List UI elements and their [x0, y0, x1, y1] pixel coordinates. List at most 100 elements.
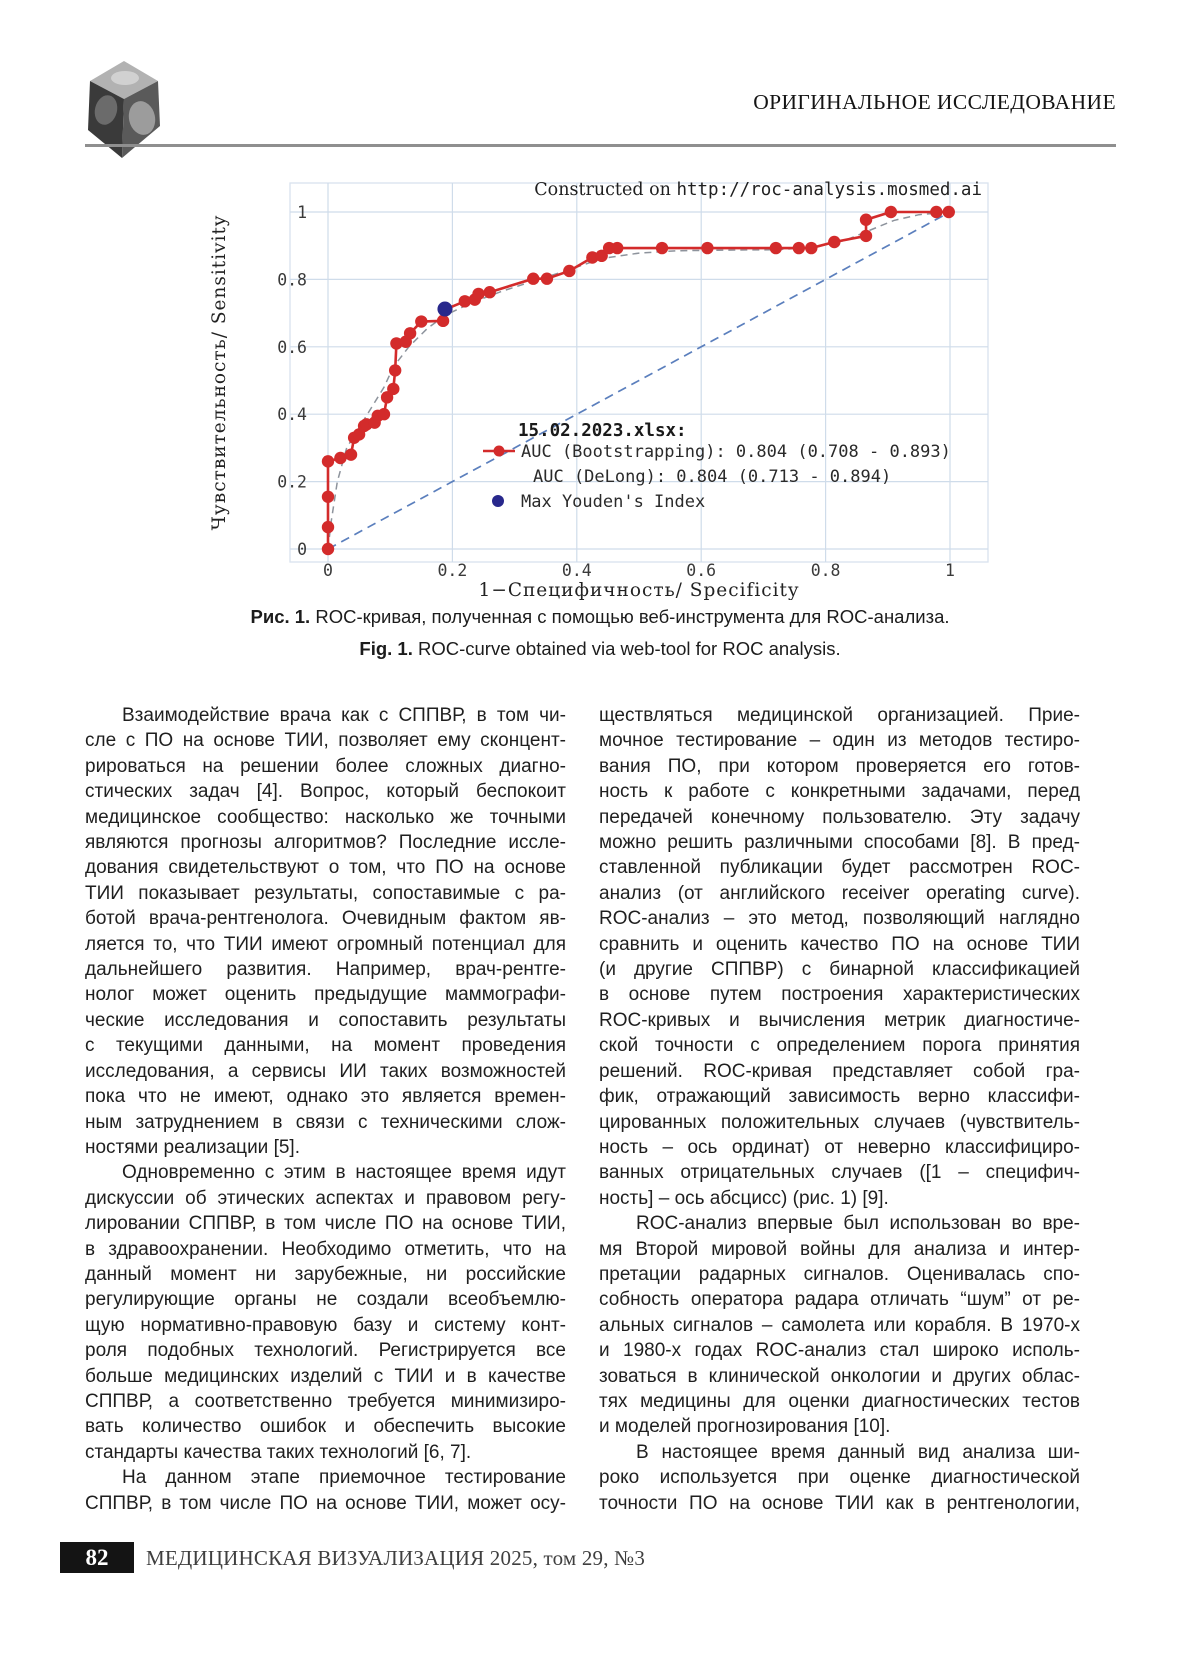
legend-max-youden: Max Youden's Index	[521, 492, 705, 512]
svg-text:0: 0	[323, 561, 333, 580]
text-line: решений. ROC-кривая представляет собой г…	[599, 1060, 1080, 1082]
text-line: В настоящее время данный вид анализа ши-	[636, 1441, 1080, 1463]
text-line: с текущими данными, на момент проведения	[85, 1035, 566, 1057]
text-line: собность оператора радара отличать “шум”…	[599, 1289, 1080, 1311]
svg-text:0.6: 0.6	[686, 561, 716, 580]
text-line: ность] – ось абсцисс) (рис. 1) [9].	[599, 1187, 889, 1209]
text-line: можно решить различными способами [8]. В…	[599, 832, 1080, 854]
journal-logo	[88, 61, 160, 158]
y-axis-label: Чувствительность/ Sensitivity	[209, 215, 230, 531]
text-line: и моделей прогнозирования [10].	[599, 1416, 891, 1438]
text-line: в основе путем построения характеристиче…	[599, 984, 1080, 1006]
text-line: фик, отражающий зависимость верно класси…	[599, 1086, 1080, 1108]
svg-text:0.8: 0.8	[811, 561, 841, 580]
text-line: стических задач [4]. Вопрос, который бес…	[85, 781, 566, 803]
text-line: зоваться в клинической онкологии и други…	[599, 1365, 1080, 1387]
svg-text:0.4: 0.4	[562, 561, 592, 580]
roc-chart-svg: Constructed on http://roc-analysis.mosme…	[209, 180, 989, 601]
svg-text:1: 1	[297, 203, 307, 222]
legend-auc-delong: AUC (DeLong): 0.804 (0.713 - 0.894)	[533, 467, 891, 487]
svg-text:0: 0	[297, 540, 307, 559]
figure-caption-en-label: Fig. 1.	[359, 638, 413, 659]
text-line: СППВР, а соответственно требуется миними…	[85, 1390, 566, 1412]
text-line: вать количество ошибок и обеспечить высо…	[85, 1416, 566, 1438]
svg-text:0.2: 0.2	[277, 473, 307, 492]
figure-caption-en-text: ROC-curve obtained via web-tool for ROC …	[412, 638, 841, 659]
text-line: пока что не имеют, однако это является в…	[85, 1086, 566, 1108]
text-line: сле с ПО на основе ТИИ, позволяет ему ск…	[85, 730, 566, 752]
text-line: Одновременно с этим в настоящее время ид…	[122, 1162, 566, 1184]
svg-text:0.6: 0.6	[277, 338, 307, 357]
text-line: данный момент ни зарубежные, ни российск…	[85, 1263, 566, 1285]
text-line: вания ПО, при котором проверяется его го…	[599, 755, 1080, 777]
text-line: являются прогнозы алгоритмов? Последние …	[85, 832, 566, 854]
text-line: На данном этапе приемочное тестирование	[122, 1467, 566, 1489]
roc-chart-figure: Constructed on http://roc-analysis.mosme…	[195, 168, 1140, 601]
text-line: передачей конечному пользователю. Эту за…	[599, 806, 1080, 828]
text-line: сравнить и оценить качество ПО на основе…	[599, 933, 1080, 955]
text-line: точности ПО на основе ТИИ как в рентгено…	[599, 1492, 1080, 1514]
paragraph: Одновременно с этим в настоящее время ид…	[85, 1160, 566, 1465]
text-line: дования свидетельствуют о том, что ПО на…	[85, 857, 566, 879]
figure-caption-en: Fig. 1. ROC-curve obtained via web-tool …	[85, 638, 1115, 660]
text-line: мочное тестирование – один из методов те…	[599, 730, 1080, 752]
text-line: ностями реализации [5].	[85, 1136, 300, 1158]
figure-caption-ru: Рис. 1. ROC-кривая, полученная с помощью…	[85, 606, 1115, 628]
chart-title: Constructed on http://roc-analysis.mosme…	[534, 180, 982, 200]
paragraph: Взаимодействие врача как с СППВР, в том …	[85, 703, 566, 1160]
x-axis-label: 1−Специфичность/ Specificity	[479, 580, 800, 600]
text-line: регулирующие органы не создали всеобъемл…	[85, 1289, 566, 1311]
text-line: СППВР, в том числе ПО на основе ТИИ, мож…	[85, 1492, 566, 1514]
text-line: Взаимодействие врача как с СППВР, в том …	[122, 705, 566, 726]
svg-text:0.8: 0.8	[277, 270, 307, 289]
text-line: ROC-анализ – это метод, позволяющий нагл…	[599, 908, 1080, 930]
text-line: мя Второй мировой войны для анализа и ин…	[599, 1238, 1080, 1260]
text-line: цированных положительных случаев (чувств…	[599, 1111, 1080, 1133]
figure-caption-ru-text: ROC-кривая, полученная с помощью веб-инс…	[310, 606, 950, 627]
text-line: анализ (от английского receiver operatin…	[599, 882, 1080, 904]
text-line: (и другие СППВР) с бинарной классификаци…	[599, 959, 1080, 981]
svg-text:0.2: 0.2	[437, 561, 467, 580]
body-column-right: ществляться медицинской организацией. Пр…	[599, 703, 1080, 1516]
text-line: и 1980-х годах ROC-анализ стал широко ис…	[599, 1340, 1080, 1362]
text-line: ставленной публикации будет рассмотрен R…	[599, 857, 1080, 879]
text-line: тях медицины для оценки диагностических …	[599, 1390, 1080, 1412]
text-line: ность – ось ординат) от неверно классифи…	[599, 1136, 1080, 1158]
text-line: стандарты качества таких технологий [6, …	[85, 1441, 472, 1463]
page-number-badge: 82	[60, 1542, 134, 1573]
text-line: ской точности с определением порога прин…	[599, 1035, 1080, 1057]
text-line: ботой врача-рентгенолога. Очевидным факт…	[85, 908, 566, 930]
text-line: медицинское сообщество: насколько же точ…	[85, 806, 566, 828]
text-line: ным затруднением в связи с техническими …	[85, 1111, 566, 1133]
page-number: 82	[85, 1544, 109, 1570]
text-line: роля подобных технологий. Регистрируется…	[85, 1340, 566, 1362]
paragraph: ществляться медицинской организацией. Пр…	[599, 703, 1080, 1211]
paragraph: В настоящее время данный вид анализа ши-…	[599, 1440, 1080, 1516]
paragraph: На данном этапе приемочное тестирование С…	[85, 1465, 566, 1516]
text-line: лировании СППВР, в том числе ПО на основ…	[85, 1213, 566, 1235]
legend-auc-bootstrapping: AUC (Bootstrapping): 0.804 (0.708 - 0.89…	[521, 442, 951, 462]
text-line: претации радарных сигналов. Оценивалась …	[599, 1263, 1080, 1285]
text-line: нолог может оценить предыдущие маммограф…	[85, 984, 566, 1006]
text-line: в здравоохранении. Необходимо отметить, …	[85, 1238, 566, 1260]
svg-text:1: 1	[945, 561, 955, 580]
text-line: ROC-анализ впервые был использован во вр…	[636, 1213, 1080, 1235]
legend-dataset-name: 15.02.2023.xlsx:	[518, 421, 687, 441]
text-line: роко используется при оценке диагностиче…	[599, 1467, 1080, 1489]
text-line: ванных отрицательных случаев ([1 – специ…	[599, 1162, 1080, 1184]
paragraph: ROC-анализ впервые был использован во вр…	[599, 1211, 1080, 1440]
journal-footer-line: МЕДИЦИНСКАЯ ВИЗУАЛИЗАЦИЯ 2025, том 29, №…	[146, 1546, 646, 1570]
text-line: ляется то, что ТИИ имеют огромный потенц…	[85, 933, 566, 955]
text-line: дальнейшего развития. Например, врач-рен…	[85, 959, 566, 981]
section-label: ОРИГИНАЛЬНОЕ ИССЛЕДОВАНИЕ	[753, 90, 1116, 114]
text-line: рироваться на решении более сложных диаг…	[85, 755, 566, 777]
text-line: дискуссии об этических аспектах и правов…	[85, 1187, 566, 1209]
svg-text:0.4: 0.4	[277, 405, 307, 424]
text-line: ществляться медицинской организацией. Пр…	[599, 705, 1080, 726]
text-line: ROC-кривых и вычисления метрик диагности…	[599, 1009, 1080, 1031]
text-line: альных сигналов – самолета или корабля. …	[599, 1314, 1080, 1336]
text-line: ность к работе с конкретными задачами, п…	[599, 781, 1080, 803]
text-line: больше медицинских изделий с ТИИ и в кач…	[85, 1365, 566, 1387]
body-column-left: Взаимодействие врача как с СППВР, в том …	[85, 703, 566, 1516]
